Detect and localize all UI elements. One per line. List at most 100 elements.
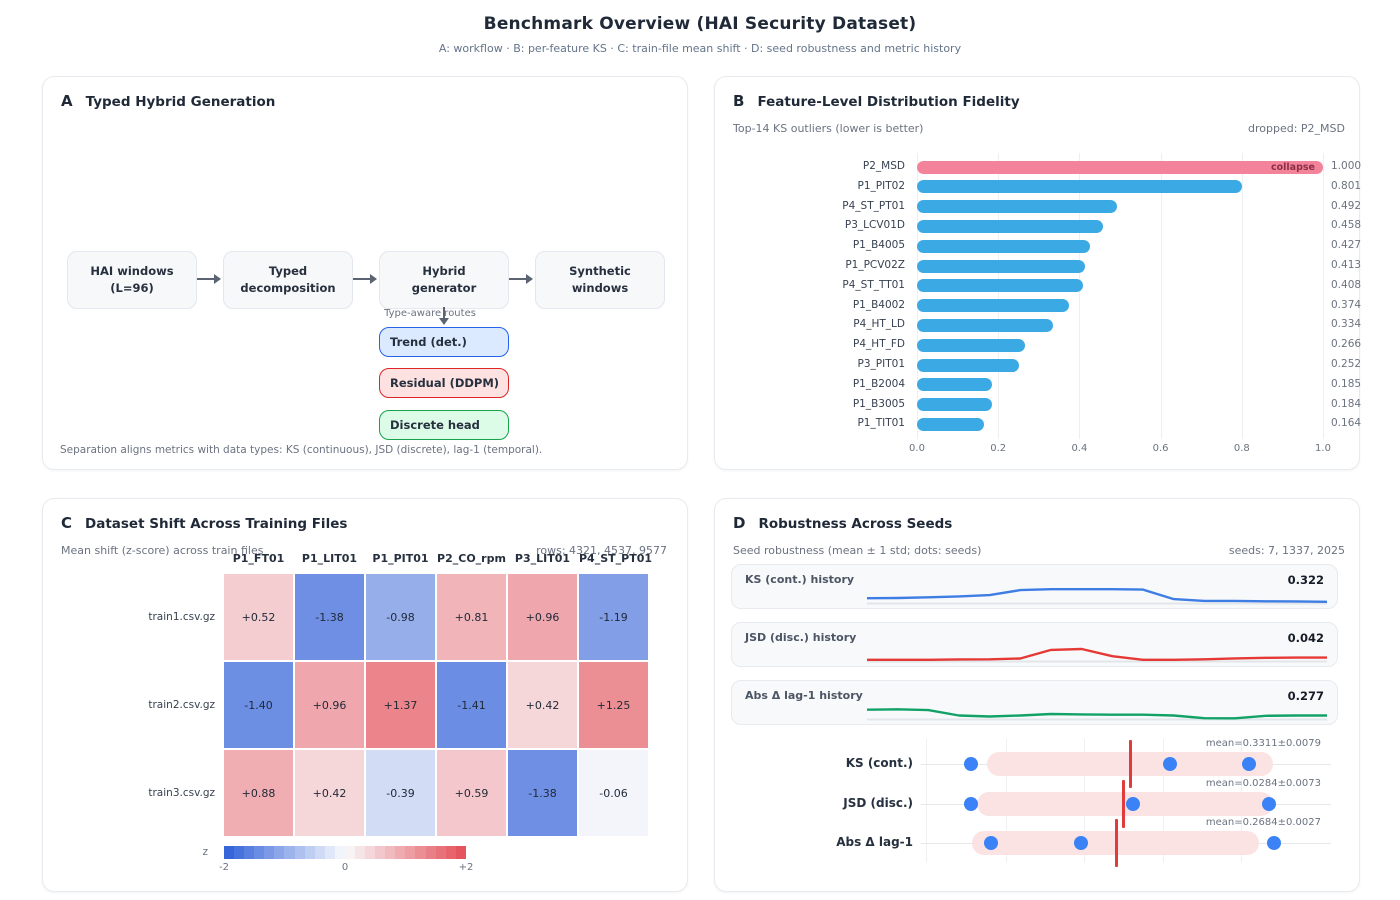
bar-label: P4_ST_PT01 [842, 199, 905, 212]
heatmap-cell: +0.88 [224, 750, 293, 836]
heatmap-cell: +0.81 [437, 574, 506, 660]
heatmap-col-header: P1_PIT01 [372, 552, 429, 565]
bar-P4_HT_FD [917, 338, 1025, 352]
mean-line [1128, 740, 1132, 788]
heatmap-cell: -1.41 [437, 662, 506, 748]
mean-annotation: mean=0.0284±0.0073 [1205, 777, 1321, 789]
flow-node-text: (L=96) [110, 281, 154, 295]
history-value: 0.322 [1287, 573, 1324, 587]
page-subtitle: A: workflow · B: per-feature KS · C: tra… [438, 42, 962, 55]
mean-annotation: mean=0.2684±0.0027 [1205, 817, 1321, 828]
seed-dot [1162, 757, 1177, 771]
bar-P1_PCV02Z [917, 259, 1085, 273]
heatmap-cell: +0.96 [295, 662, 364, 748]
seed-dot [1242, 757, 1256, 771]
bar-value: 0.801 [1331, 179, 1362, 192]
x-tick-label: 1.0 [1315, 443, 1331, 454]
x-gridline [1241, 153, 1243, 439]
mean-line [1122, 779, 1126, 828]
route-box-residual-ddpm-: Residual (DDPM) [379, 368, 509, 398]
right-arrow-icon [353, 274, 377, 284]
seed-dot-plot: KS (cont.) mean=0.3311±0.0079 JSD (disc.) m… [715, 499, 1359, 891]
seed-dot [1125, 796, 1140, 811]
colorbar-segment [405, 846, 416, 859]
bar-P4_ST_TT01 [917, 279, 1083, 293]
flow-node-text: Typed [268, 264, 308, 279]
bar-label: P2_MSD [862, 160, 905, 172]
panel-c-rows-note: rows: 4321, 4537, 9577 [536, 544, 667, 557]
panel-d-letter: D [733, 514, 746, 532]
bar-value: 0.374 [1331, 298, 1362, 311]
panel-b-distribution-fidelity: B Feature-Level Distribution Fidelity To… [714, 76, 1362, 470]
panel-a-header: A Typed Hybrid Generation [61, 92, 275, 110]
flow-node-text: Hybrid [422, 264, 466, 279]
heatmap-cell: +0.59 [437, 750, 506, 836]
heatmap-col-header: P1_FT01 [232, 552, 285, 565]
x-gridline [998, 153, 1000, 439]
heatmap-col-header: P4_ST_PT01 [579, 552, 653, 565]
bar-label: P4_HT_LD [853, 318, 905, 331]
colorbar-segment [365, 846, 376, 859]
heatmap-row-label: train2.csv.gz [148, 699, 215, 711]
colorbar-tick: +2 [458, 862, 474, 873]
bar-P2_MSD: collapse [917, 160, 1323, 174]
history-label: JSD (disc.) history [745, 631, 857, 644]
bar-value: 0.427 [1331, 239, 1362, 252]
panel-c-letter: C [61, 514, 73, 532]
colorbar-segment [274, 846, 285, 859]
bar-P1_PIT02 [917, 180, 1243, 194]
bar-value: 0.184 [1331, 397, 1362, 410]
panel-b-dropped-note: dropped: P2_MSD [1248, 122, 1345, 135]
panel-b-header: B Feature-Level Distribution Fidelity [733, 92, 1020, 110]
heatmap-row-label: train1.csv.gz [148, 611, 215, 623]
bar-value: 0.185 [1331, 377, 1362, 390]
colorbar-segment [445, 846, 456, 859]
right-arrow-icon [197, 274, 221, 284]
heatmap-cell: -0.06 [579, 750, 648, 836]
colorbar-segment [334, 846, 345, 859]
heatmap-cell: +1.37 [366, 662, 435, 748]
panel-d-subtitle: Seed robustness (mean ± 1 std; dots: see… [733, 544, 982, 557]
panel-c-header: C Dataset Shift Across Training Files [61, 514, 347, 532]
panel-c-subtitle: Mean shift (z-score) across train files [61, 544, 264, 557]
bar-P3_LCV01D [917, 219, 1103, 233]
heatmap-col-header: P2_CO_rpm [437, 552, 506, 565]
seed-row-label: KS (cont.) [845, 756, 913, 770]
colorbar-segment [375, 846, 386, 859]
heatmap-cell: -0.39 [366, 750, 435, 836]
heatmap-col-header: P1_LIT01 [301, 552, 358, 565]
mean-line [1114, 819, 1118, 867]
colorbar [224, 846, 466, 859]
bar-label: P3_LCV01D [844, 219, 905, 232]
bar-value: 0.334 [1331, 318, 1362, 331]
seed-dot [964, 796, 979, 811]
x-tick-label: 0.0 [909, 443, 925, 454]
panel-a-title: Typed Hybrid Generation [85, 94, 276, 110]
panel-d-header: D Robustness Across Seeds [733, 514, 952, 532]
flow-node-text: HAI windows [90, 264, 174, 279]
bar-P4_ST_PT01 [917, 200, 1117, 214]
heatmap-cell: +0.42 [295, 750, 364, 836]
flow-node-hybrid-generator: Hybrid generator [379, 251, 509, 309]
heatmap-col-header: P3_LIT01 [514, 552, 571, 565]
colorbar-tick: -2 [219, 862, 229, 873]
flow-node-text: decomposition [240, 281, 336, 295]
bar-value: 0.408 [1331, 278, 1362, 291]
bar-label: P1_B2004 [852, 377, 905, 390]
panel-a-typed-hybrid-generation: A Typed Hybrid Generation HAI windows (L… [42, 76, 688, 470]
route-box-trend-det-: Trend (det.) [379, 327, 509, 357]
colorbar-segment [395, 846, 406, 859]
history-label: KS (cont.) history [745, 573, 855, 586]
seed-dot [984, 836, 999, 850]
flow-node-typed-decomposition: Typed decomposition [223, 251, 353, 309]
x-gridline [1160, 153, 1162, 439]
x-tick-label: 0.4 [1071, 443, 1088, 454]
colorbar-segment [415, 846, 426, 859]
colorbar-segment [355, 846, 366, 859]
down-arrow-icon [439, 307, 449, 325]
heatmap-cell: -1.40 [224, 662, 293, 748]
panel-d-robustness: D Robustness Across Seeds Seed robustnes… [714, 498, 1360, 892]
mean-annotation: mean=0.3311±0.0079 [1205, 738, 1321, 749]
seed-row-label: JSD (disc.) [843, 795, 913, 810]
